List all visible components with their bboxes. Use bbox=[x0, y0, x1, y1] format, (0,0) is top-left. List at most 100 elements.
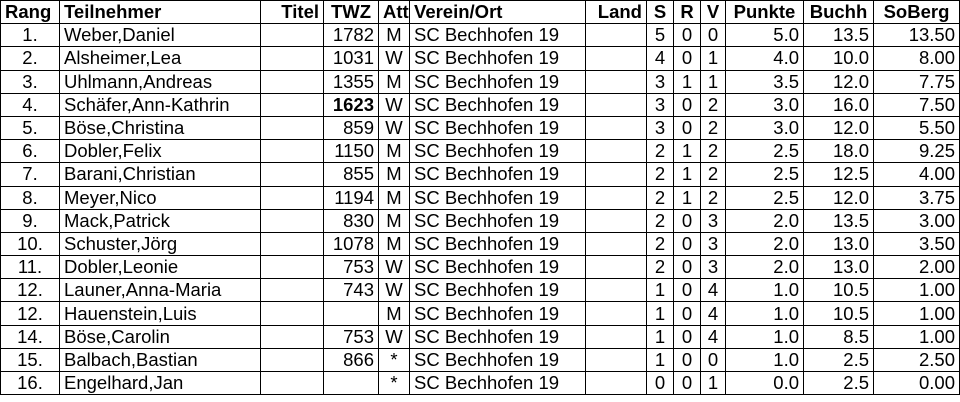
cell-soberg: 13.50 bbox=[873, 23, 960, 48]
cell-twz: 1623 bbox=[323, 92, 379, 117]
cell-verein: SC Bechhofen 19 bbox=[409, 208, 586, 233]
cell-att: W bbox=[378, 92, 410, 117]
cell-att: * bbox=[378, 347, 410, 373]
table-row: 11. Dobler,Leonie 753 W SC Bechhofen 19 2 0 3 2.… bbox=[0, 255, 960, 280]
cell-titel bbox=[260, 324, 324, 349]
cell-land bbox=[585, 139, 647, 164]
col-header-titel: Titel bbox=[260, 0, 324, 25]
cell-buchh: 10.0 bbox=[803, 46, 874, 71]
cell-teilnehmer: Böse,Christina bbox=[59, 115, 261, 141]
cell-punkte: 2.5 bbox=[725, 162, 804, 187]
cell-rang: 4. bbox=[0, 92, 60, 117]
cell-rang: 11. bbox=[0, 255, 60, 280]
cell-att: M bbox=[378, 162, 410, 187]
col-header-att: Att bbox=[378, 0, 410, 25]
cell-titel bbox=[260, 370, 324, 396]
cell-twz: 743 bbox=[323, 278, 379, 303]
cell-s: 4 bbox=[646, 46, 674, 71]
cell-s: 1 bbox=[646, 324, 674, 349]
col-header-twz: TWZ bbox=[323, 0, 379, 25]
col-header-buchh: Buchh bbox=[803, 0, 874, 25]
table-row: 8. Meyer,Nico 1194 M SC Bechhofen 19 2 1 2 2.5 12… bbox=[0, 185, 960, 210]
cell-r: 0 bbox=[673, 23, 701, 48]
cell-s: 2 bbox=[646, 185, 674, 210]
cell-twz: 1078 bbox=[323, 231, 379, 257]
cell-twz: 859 bbox=[323, 115, 379, 141]
cell-rang: 2. bbox=[0, 46, 60, 71]
cell-punkte: 1.0 bbox=[725, 301, 804, 326]
cell-twz: 753 bbox=[323, 324, 379, 349]
cell-land bbox=[585, 231, 647, 257]
cell-s: 2 bbox=[646, 231, 674, 257]
cell-teilnehmer: Böse,Carolin bbox=[59, 324, 261, 349]
cell-land bbox=[585, 162, 647, 187]
cell-buchh: 16.0 bbox=[803, 92, 874, 117]
cell-buchh: 13.5 bbox=[803, 23, 874, 48]
cell-titel bbox=[260, 301, 324, 326]
cell-land bbox=[585, 185, 647, 210]
col-header-teilnehmer: Teilnehmer bbox=[59, 0, 261, 25]
cell-land bbox=[585, 115, 647, 141]
cell-teilnehmer: Launer,Anna-Maria bbox=[59, 278, 261, 303]
col-header-v: V bbox=[700, 0, 726, 25]
table-row: 16. Engelhard,Jan * SC Bechhofen 19 0 0 1 0.0 2.… bbox=[0, 370, 960, 396]
cell-verein: SC Bechhofen 19 bbox=[409, 324, 586, 349]
cell-s: 5 bbox=[646, 23, 674, 48]
col-header-rang: Rang bbox=[0, 0, 60, 25]
cell-r: 0 bbox=[673, 92, 701, 117]
cell-att: W bbox=[378, 255, 410, 280]
cell-v: 1 bbox=[700, 370, 726, 396]
cell-r: 0 bbox=[673, 255, 701, 280]
table-row: 2. Alsheimer,Lea 1031 W SC Bechhofen 19 4 0 1 4.… bbox=[0, 46, 960, 71]
cell-teilnehmer: Balbach,Bastian bbox=[59, 347, 261, 373]
cell-buchh: 2.5 bbox=[803, 370, 874, 396]
cell-land bbox=[585, 370, 647, 396]
cell-soberg: 7.75 bbox=[873, 69, 960, 94]
cell-v: 2 bbox=[700, 115, 726, 141]
table-row: 12. Launer,Anna-Maria 743 W SC Bechhofen 19 1… bbox=[0, 278, 960, 303]
cell-v: 1 bbox=[700, 46, 726, 71]
cell-att: W bbox=[378, 115, 410, 141]
cell-teilnehmer: Dobler,Felix bbox=[59, 139, 261, 164]
cell-r: 0 bbox=[673, 324, 701, 349]
table-row: 15. Balbach,Bastian 866 * SC Bechhofen 19 1 0 0… bbox=[0, 347, 960, 373]
cell-att: M bbox=[378, 23, 410, 48]
cell-rang: 3. bbox=[0, 69, 60, 94]
cell-att: * bbox=[378, 370, 410, 396]
cell-buchh: 12.0 bbox=[803, 69, 874, 94]
table-row: 6. Dobler,Felix 1150 M SC Bechhofen 19 2 1 2 2.5… bbox=[0, 139, 960, 164]
cell-buchh: 13.0 bbox=[803, 255, 874, 280]
cell-teilnehmer: Hauenstein,Luis bbox=[59, 301, 261, 326]
cell-rang: 16. bbox=[0, 370, 60, 396]
cell-verein: SC Bechhofen 19 bbox=[409, 255, 586, 280]
cell-r: 0 bbox=[673, 278, 701, 303]
cell-twz: 1355 bbox=[323, 69, 379, 94]
cell-r: 0 bbox=[673, 231, 701, 257]
cell-att: M bbox=[378, 69, 410, 94]
table-row: 10. Schuster,Jörg 1078 M SC Bechhofen 19 2 0 3 2… bbox=[0, 231, 960, 257]
cell-soberg: 3.50 bbox=[873, 231, 960, 257]
cell-twz: 866 bbox=[323, 347, 379, 373]
cell-s: 1 bbox=[646, 301, 674, 326]
cell-land bbox=[585, 255, 647, 280]
cell-buchh: 12.0 bbox=[803, 185, 874, 210]
cell-buchh: 10.5 bbox=[803, 278, 874, 303]
cell-titel bbox=[260, 23, 324, 48]
cell-buchh: 8.5 bbox=[803, 324, 874, 349]
cell-titel bbox=[260, 255, 324, 280]
cell-titel bbox=[260, 92, 324, 117]
cell-twz: 830 bbox=[323, 208, 379, 233]
cell-v: 3 bbox=[700, 208, 726, 233]
cell-verein: SC Bechhofen 19 bbox=[409, 46, 586, 71]
cell-verein: SC Bechhofen 19 bbox=[409, 23, 586, 48]
cell-rang: 8. bbox=[0, 185, 60, 210]
cell-att: M bbox=[378, 301, 410, 326]
cell-rang: 1. bbox=[0, 23, 60, 48]
cell-land bbox=[585, 208, 647, 233]
col-header-verein: Verein/Ort bbox=[409, 0, 586, 25]
cell-att: W bbox=[378, 46, 410, 71]
cell-verein: SC Bechhofen 19 bbox=[409, 139, 586, 164]
cell-r: 1 bbox=[673, 69, 701, 94]
cell-punkte: 2.5 bbox=[725, 139, 804, 164]
cell-verein: SC Bechhofen 19 bbox=[409, 231, 586, 257]
